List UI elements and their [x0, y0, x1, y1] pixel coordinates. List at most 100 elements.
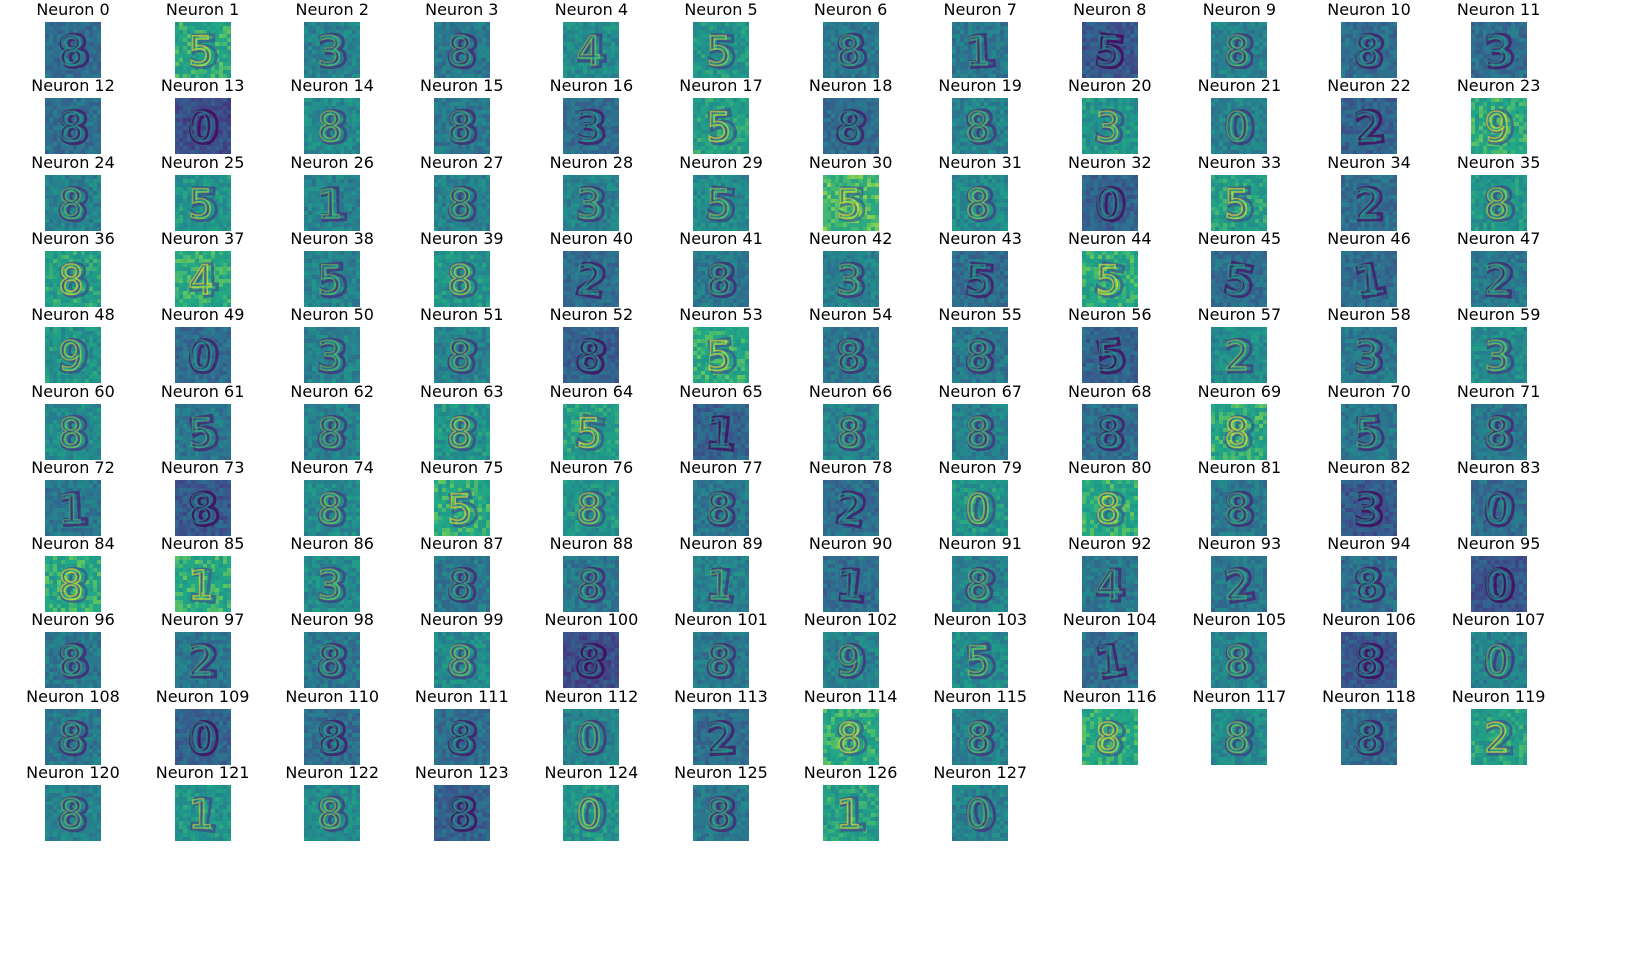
digit-pattern-highlight: 5 [1095, 258, 1120, 304]
digit-pattern: 8 [1354, 713, 1386, 764]
neuron-weight-image: 33 [563, 174, 620, 231]
neuron-weight-image: 88 [433, 708, 490, 765]
neuron-weight-image: 55 [174, 403, 231, 460]
digit-pattern: 8 [575, 484, 609, 536]
digit-pattern: 4 [1095, 561, 1126, 612]
digit-pattern-highlight: 8 [447, 182, 472, 228]
neuron-weight-image: 88 [1081, 403, 1138, 460]
neuron-panel: Neuron 18 8 8 [783, 76, 919, 156]
neuron-weight-image: 44 [563, 22, 620, 78]
digit-pattern-highlight: 8 [965, 563, 990, 609]
neuron-weight-image: 88 [45, 174, 101, 231]
neuron-weight-image: 88 [1341, 708, 1397, 765]
neuron-label: Neuron 112 [544, 686, 639, 706]
digit-pattern: 8 [58, 408, 89, 459]
neuron-panel: Neuron 90 1 1 [783, 534, 919, 614]
digit-pattern-highlight: 3 [317, 563, 342, 609]
digit-pattern-highlight: 8 [965, 182, 990, 228]
neuron-panel: Neuron 62 8 8 [264, 382, 400, 462]
neuron-weight-image: 88 [433, 632, 490, 689]
neuron-label: Neuron 113 [674, 686, 768, 706]
neuron-panel: Neuron 126 1 1 [783, 763, 919, 843]
neuron-panel: Neuron 19 8 8 [912, 76, 1048, 156]
digit-pattern-highlight: 8 [836, 411, 861, 457]
neuron-weight-image: 88 [693, 632, 749, 689]
digit-pattern-highlight: 8 [1225, 29, 1250, 75]
neuron-weight-image: 88 [433, 785, 490, 841]
digit-pattern: 0 [1484, 561, 1516, 612]
digit-pattern-highlight: 5 [965, 639, 990, 685]
digit-pattern-highlight: 8 [58, 105, 83, 151]
neuron-panel: Neuron 65 1 1 [653, 382, 789, 462]
digit-pattern-highlight: 1 [58, 487, 83, 533]
neuron-label: Neuron 5 [684, 0, 758, 19]
neuron-panel: Neuron 53 5 5 [653, 305, 789, 385]
neuron-panel: Neuron 73 8 8 [135, 458, 271, 538]
neuron-weight-image: 55 [693, 174, 749, 231]
neuron-panel: Neuron 55 8 8 [912, 305, 1048, 385]
neuron-label: Neuron 3 [425, 0, 499, 19]
neuron-panel: Neuron 118 8 8 [1301, 687, 1437, 767]
neuron-label: Neuron 114 [803, 686, 898, 706]
neuron-panel: Neuron 84 8 8 [5, 534, 141, 614]
digit-pattern: 8 [1224, 484, 1257, 536]
digit-pattern-highlight: 1 [836, 563, 861, 609]
digit-pattern: 3 [1482, 331, 1517, 383]
neuron-panel: Neuron 125 8 8 [653, 763, 789, 843]
neuron-label: Neuron 82 [1327, 457, 1411, 477]
digit-pattern-highlight: 3 [317, 334, 342, 380]
neuron-panel: Neuron 52 8 8 [523, 305, 659, 385]
neuron-weight-image: 00 [563, 785, 620, 841]
digit-pattern-highlight: 1 [1095, 639, 1120, 685]
digit-pattern-highlight: 8 [1095, 487, 1120, 533]
neuron-panel: Neuron 35 8 8 [1431, 153, 1567, 233]
neuron-label: Neuron 107 [1451, 610, 1546, 630]
neuron-weight-image: 88 [822, 403, 879, 460]
digit-pattern-highlight: 5 [706, 334, 731, 380]
digit-pattern-highlight: 8 [317, 716, 342, 762]
neuron-label: Neuron 29 [679, 152, 763, 172]
digit-pattern-highlight: 8 [447, 792, 472, 838]
neuron-label: Neuron 55 [938, 305, 1022, 325]
neuron-weight-image: 11 [304, 174, 361, 231]
digit-pattern: 8 [316, 713, 350, 765]
digit-pattern: 1 [185, 560, 221, 613]
neuron-panel: Neuron 39 8 8 [394, 229, 530, 309]
neuron-panel: Neuron 47 2 2 [1431, 229, 1567, 309]
digit-pattern-highlight: 8 [1354, 29, 1379, 75]
digit-pattern-highlight: 2 [1354, 105, 1379, 151]
digit-pattern: 8 [444, 407, 480, 460]
neuron-label: Neuron 39 [420, 228, 504, 248]
neuron-weight-image: 11 [822, 785, 879, 841]
neuron-label: Neuron 30 [808, 152, 893, 172]
digit-pattern: 8 [706, 790, 738, 841]
neuron-weight-image: 55 [693, 22, 749, 78]
digit-pattern-highlight: 4 [577, 29, 602, 75]
neuron-label: Neuron 7 [943, 0, 1017, 19]
neuron-weight-image: 88 [1341, 22, 1397, 78]
digit-pattern-highlight: 8 [1225, 487, 1250, 533]
neuron-weight-image: 88 [693, 479, 749, 536]
neuron-weight-image: 11 [45, 479, 101, 536]
neuron-panel: Neuron 76 8 8 [523, 458, 659, 538]
digit-pattern-highlight: 8 [965, 411, 990, 457]
neuron-weight-image: 33 [1081, 98, 1138, 155]
neuron-panel: Neuron 57 2 2 [1171, 305, 1307, 385]
neuron-label: Neuron 119 [1451, 686, 1546, 706]
neuron-label: Neuron 60 [31, 381, 115, 401]
digit-pattern: 4 [188, 256, 219, 307]
neuron-panel: Neuron 121 1 1 [135, 763, 271, 843]
neuron-panel: Neuron 109 0 0 [135, 687, 271, 767]
digit-pattern: 0 [1094, 179, 1126, 231]
digit-pattern-highlight: 2 [836, 487, 861, 533]
neuron-weight-image: 22 [1341, 98, 1397, 155]
neuron-weight-image: 11 [174, 556, 231, 613]
digit-pattern-highlight: 2 [1225, 334, 1250, 380]
digit-pattern-highlight: 2 [706, 716, 731, 762]
neuron-label: Neuron 101 [674, 610, 768, 630]
neuron-panel: Neuron 120 8 8 [5, 763, 141, 843]
neuron-weight-image: 22 [693, 708, 749, 765]
digit-pattern: 1 [317, 179, 349, 231]
digit-pattern: 3 [836, 256, 868, 307]
